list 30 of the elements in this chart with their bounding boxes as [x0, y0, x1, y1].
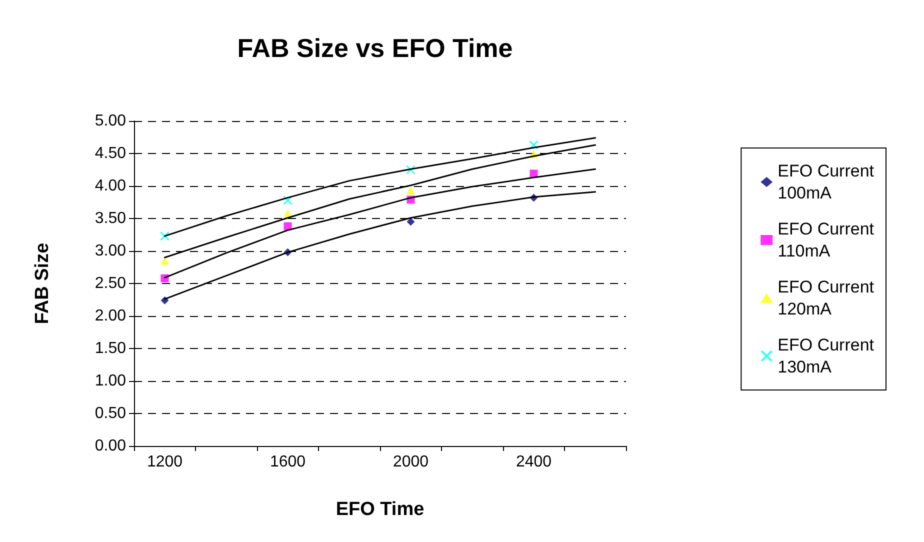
chart-title: FAB Size vs EFO Time [237, 33, 513, 63]
y-tick-label: 5.00 [94, 112, 126, 130]
legend-label: EFO Current 130mA [778, 336, 874, 376]
y-tick-label: 3.00 [94, 242, 126, 260]
y-axis-title: FAB Size [32, 242, 53, 324]
y-tick-label: 2.00 [94, 308, 126, 324]
x-tick-label: 1600 [270, 454, 306, 470]
x-axis-title: EFO Time [336, 499, 424, 520]
point [406, 165, 416, 174]
y-tick-label: 1.00 [94, 372, 126, 390]
x-tick-label: 1200 [146, 454, 183, 470]
point [529, 140, 538, 150]
point [530, 170, 538, 178]
y-tick-label: 4.50 [94, 145, 126, 162]
x-tick-label: 2400 [516, 454, 552, 470]
y-tick-label: 0.50 [94, 405, 126, 422]
y-tick-label: 1.50 [94, 340, 126, 357]
legend-label: EFO Current 100mA [778, 162, 874, 202]
y-tick-label: 3.50 [94, 210, 126, 227]
y-tick-label: 0.00 [94, 438, 126, 454]
y-tick-label: 4.00 [94, 178, 126, 194]
point [160, 256, 169, 265]
legend-label: EFO Current 110mA [778, 220, 874, 260]
point [406, 186, 415, 195]
y-tick-label: 2.50 [94, 275, 126, 292]
point [283, 196, 292, 206]
x-tick-label: 2000 [392, 454, 429, 470]
point [160, 231, 170, 241]
point [406, 218, 415, 226]
legend-label: EFO Current 120mA [778, 278, 874, 318]
